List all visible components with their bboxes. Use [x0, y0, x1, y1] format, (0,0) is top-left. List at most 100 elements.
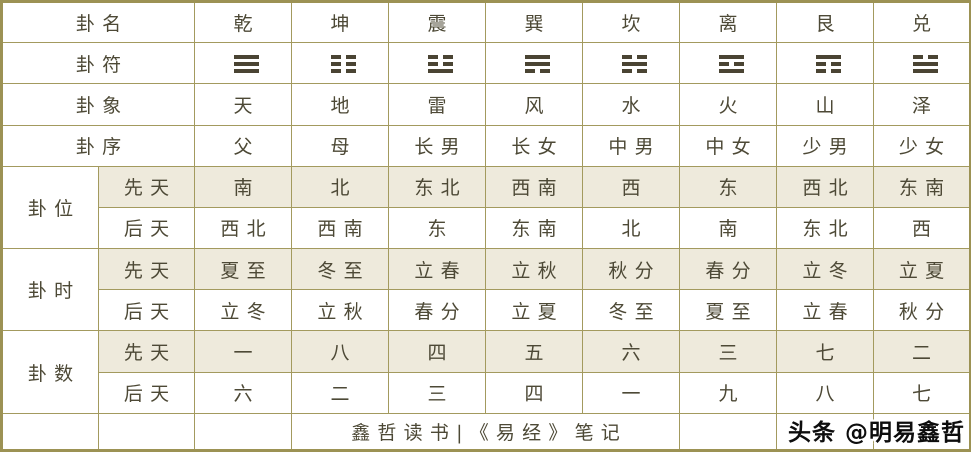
time-cell: 冬至 — [291, 248, 390, 291]
row-number-houtian: 后天 六 二 三 四 一 九 八 七 — [2, 371, 971, 414]
row-label-symbols: 卦符 — [0, 42, 196, 85]
row-label-order: 卦序 — [0, 124, 196, 167]
row-order: 卦序 父 母 长男 长女 中男 中女 少男 少女 — [0, 124, 971, 167]
time-cell: 立冬 — [194, 289, 293, 332]
gua-image-cell: 水 — [582, 83, 681, 126]
gua-image-cell: 泽 — [873, 83, 971, 126]
row-label-time: 卦时 — [1, 248, 99, 332]
gua-image-cell: 地 — [291, 83, 390, 126]
gua-name-cell: 震 — [388, 0, 487, 44]
gua-image-cell: 风 — [485, 83, 584, 126]
time-cell: 冬至 — [582, 289, 681, 332]
sub-label-houtian: 后天 — [97, 371, 196, 414]
number-cell: 四 — [388, 330, 487, 373]
footer-empty-cell — [873, 412, 971, 452]
position-cell: 南 — [194, 165, 293, 208]
time-cell: 春分 — [679, 248, 778, 291]
row-number-xiantian: 卦数 先天 一 八 四 五 六 三 七 二 — [1, 330, 971, 414]
position-cell: 东 — [679, 165, 778, 208]
trigram-li-icon — [719, 55, 745, 74]
footer-empty-cell — [1, 412, 99, 452]
row-time-houtian: 后天 立冬 立秋 春分 立夏 冬至 夏至 立春 秋分 — [2, 289, 971, 332]
trigram-zhen-icon — [428, 55, 454, 74]
sub-label-xiantian: 先天 — [97, 330, 196, 373]
gua-order-cell: 父 — [194, 124, 293, 167]
number-cell: 二 — [291, 371, 390, 414]
footer-empty-cell — [194, 412, 293, 452]
gua-order-cell: 少女 — [873, 124, 971, 167]
number-cell: 二 — [873, 330, 971, 373]
row-position-xiantian: 卦位 先天 南 北 东北 西南 西 东 西北 东南 — [1, 165, 971, 250]
footer-note: 鑫哲读书|《易经》笔记 — [291, 412, 681, 452]
row-label-number: 卦数 — [1, 330, 99, 414]
position-cell: 东南 — [873, 165, 971, 208]
trigram-cell — [679, 42, 778, 85]
number-cell: 五 — [485, 330, 584, 373]
sub-label-houtian: 后天 — [97, 206, 196, 250]
position-cell: 北 — [582, 206, 681, 250]
time-cell: 夏至 — [679, 289, 778, 332]
gua-name-cell: 坎 — [582, 0, 681, 44]
footer-empty-cell — [776, 412, 875, 452]
row-symbols: 卦符 — [0, 42, 971, 85]
gua-image-cell: 雷 — [388, 83, 487, 126]
row-images: 卦象 天 地 雷 风 水 火 山 泽 — [0, 83, 971, 126]
toutiao-watermark: 头条 @明易鑫哲 — [787, 420, 965, 446]
trigram-xun-icon — [525, 55, 551, 74]
gua-image-cell: 山 — [776, 83, 875, 126]
trigram-cell — [194, 42, 293, 85]
number-cell: 四 — [485, 371, 584, 414]
gua-order-cell: 少男 — [776, 124, 875, 167]
row-label-images: 卦象 — [0, 83, 196, 126]
number-cell: 七 — [776, 330, 875, 373]
trigram-dui-icon — [912, 55, 938, 74]
trigram-cell — [485, 42, 584, 85]
position-cell: 东南 — [485, 206, 584, 250]
time-cell: 立冬 — [776, 248, 875, 291]
position-cell: 北 — [291, 165, 390, 208]
gua-order-cell: 中女 — [679, 124, 778, 167]
gua-image-cell: 天 — [194, 83, 293, 126]
sub-label-houtian: 后天 — [97, 289, 196, 332]
time-cell: 秋分 — [873, 289, 971, 332]
gua-name-cell: 艮 — [776, 0, 875, 44]
trigram-qian-icon — [234, 55, 260, 74]
number-cell: 八 — [776, 371, 875, 414]
row-footer: 鑫哲读书|《易经》笔记 — [1, 412, 971, 452]
time-cell: 立秋 — [485, 248, 584, 291]
time-cell: 春分 — [388, 289, 487, 332]
footer-empty-cell — [97, 412, 196, 452]
gua-order-cell: 中男 — [582, 124, 681, 167]
time-cell: 立秋 — [291, 289, 390, 332]
number-cell: 一 — [194, 330, 293, 373]
time-cell: 立夏 — [873, 248, 971, 291]
trigram-cell — [582, 42, 681, 85]
number-cell: 三 — [388, 371, 487, 414]
gua-name-cell: 兑 — [873, 0, 971, 44]
row-label-position: 卦位 — [1, 165, 99, 250]
gua-name-cell: 离 — [679, 0, 778, 44]
number-cell: 六 — [194, 371, 293, 414]
position-cell: 西 — [873, 206, 971, 250]
time-cell: 夏至 — [194, 248, 293, 291]
sub-label-xiantian: 先天 — [97, 248, 196, 291]
gua-name-cell: 坤 — [291, 0, 390, 44]
position-cell: 东北 — [388, 165, 487, 208]
time-cell: 立夏 — [485, 289, 584, 332]
gua-order-cell: 长女 — [485, 124, 584, 167]
gua-name-cell: 乾 — [194, 0, 293, 44]
time-cell: 立春 — [388, 248, 487, 291]
time-cell: 立春 — [776, 289, 875, 332]
trigram-kun-icon — [331, 55, 357, 74]
row-label-names: 卦名 — [0, 0, 196, 44]
position-cell: 西南 — [291, 206, 390, 250]
gua-image-cell: 火 — [679, 83, 778, 126]
position-cell: 南 — [679, 206, 778, 250]
position-cell: 东北 — [776, 206, 875, 250]
trigram-cell — [776, 42, 875, 85]
number-cell: 八 — [291, 330, 390, 373]
row-position-houtian: 后天 西北 西南 东 东南 北 南 东北 西 — [2, 206, 971, 250]
position-cell: 西北 — [194, 206, 293, 250]
time-cell: 秋分 — [582, 248, 681, 291]
